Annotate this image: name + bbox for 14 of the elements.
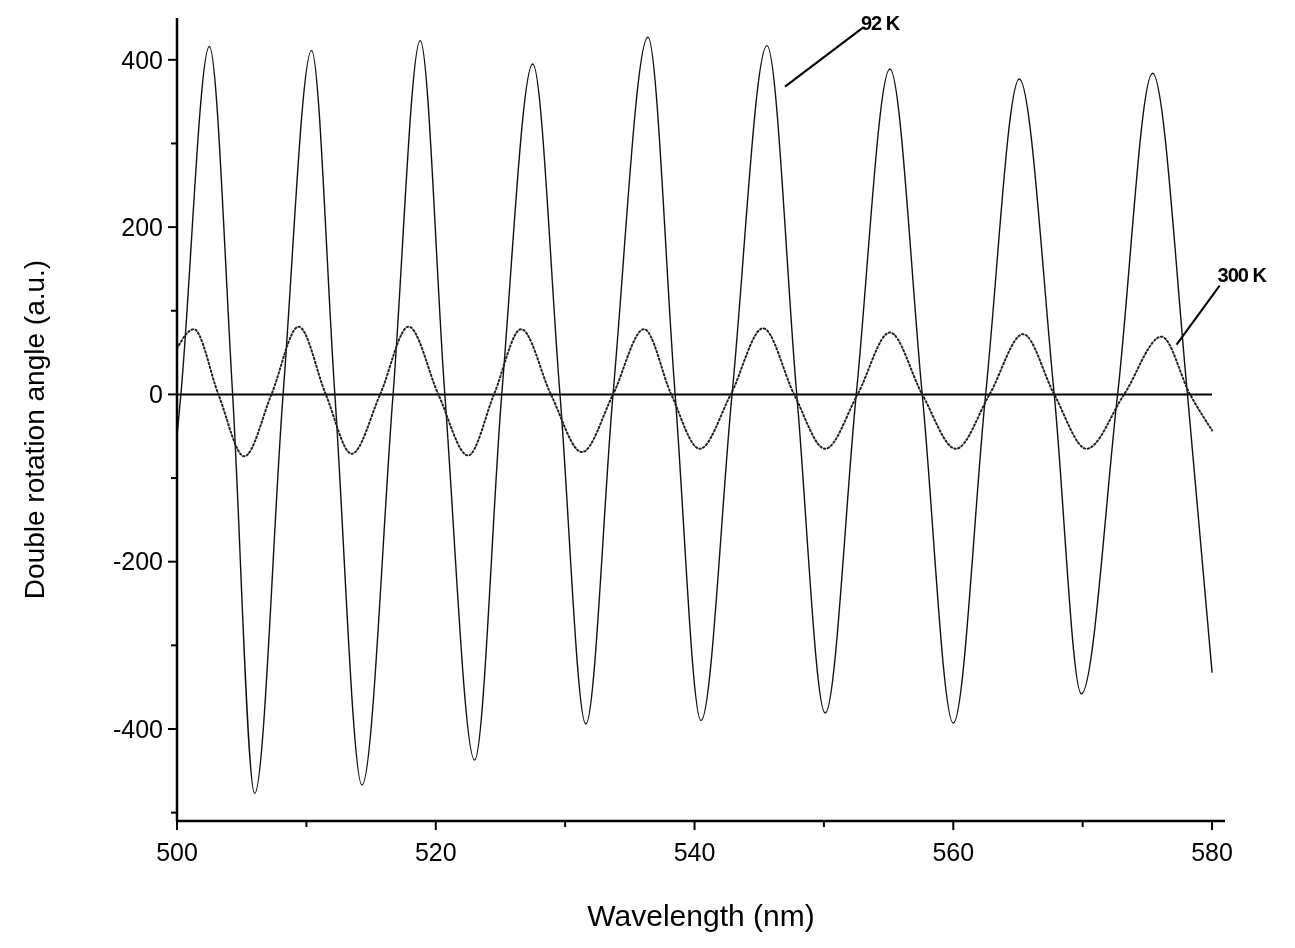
x-axis-title: Wavelength (nm) xyxy=(587,899,815,932)
x-tick-label: 560 xyxy=(932,838,975,866)
y-tick-label: -400 xyxy=(112,714,163,743)
x-tick-label: 500 xyxy=(156,838,198,866)
series-label: 92 K xyxy=(860,12,901,34)
y-tick-label: 0 xyxy=(149,380,163,409)
y-tick-label: 400 xyxy=(121,45,163,74)
y-tick-label: -200 xyxy=(112,547,163,576)
x-tick-label: 540 xyxy=(673,838,716,866)
x-tick-label: 520 xyxy=(414,838,457,866)
text: 300 K xyxy=(1217,263,1268,286)
y-axis-title: Double rotation angle (a.u.) xyxy=(19,259,50,600)
x-tick-label: 580 xyxy=(1191,838,1233,866)
y-tick-label: 200 xyxy=(121,212,163,241)
